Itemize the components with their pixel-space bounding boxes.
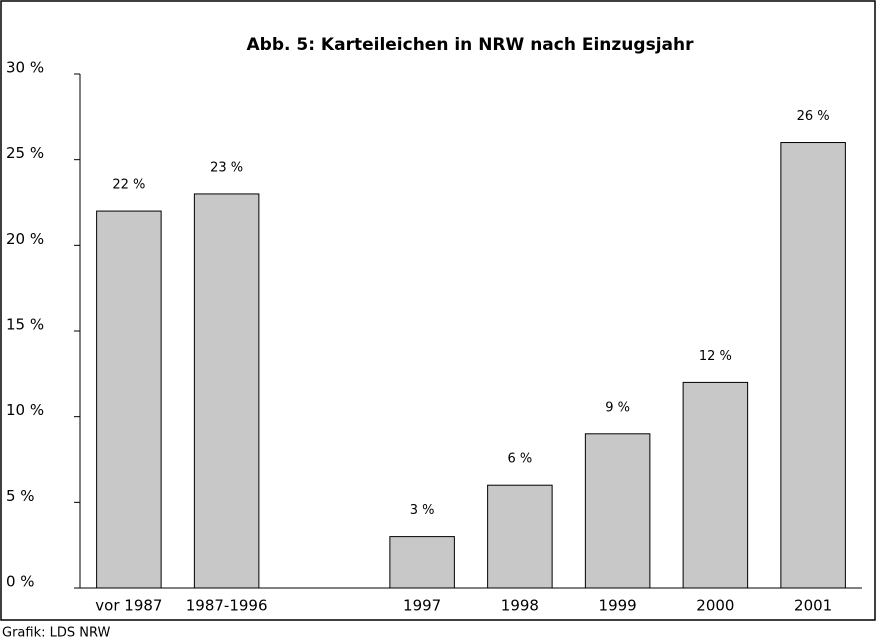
x-tick-label: 1998 (501, 597, 539, 615)
source: Grafik: LDS NRW (2, 626, 110, 641)
bar (780, 142, 846, 589)
y-tick-label: 20 % (6, 230, 44, 248)
data-label: 22 % (112, 178, 145, 193)
data-label: 3 % (410, 503, 435, 518)
data-label: 9 % (605, 400, 630, 415)
x-tick-label: 1987-1996 (186, 597, 268, 615)
x-tick-label: 1999 (599, 597, 637, 615)
y-tick-label: 30 % (6, 59, 44, 77)
x-tick-label: 2001 (794, 597, 832, 615)
y-tick-label: 10 % (6, 401, 44, 419)
bar (193, 193, 260, 589)
bar (487, 484, 553, 589)
data-label: 26 % (797, 109, 830, 124)
bar (389, 536, 455, 589)
y-tick-label: 0 % (6, 573, 35, 591)
data-label: 6 % (507, 452, 532, 467)
bar (584, 433, 651, 589)
data-label: 23 % (210, 160, 243, 175)
frame (0, 0, 876, 621)
chart-title: Abb. 5: Karteileichen in NRW nach Einzug… (247, 35, 695, 55)
x-tick-label: 1997 (403, 597, 441, 615)
data-label: 12 % (699, 349, 732, 364)
y-tick-label: 25 % (6, 144, 44, 162)
x-tick-label: 2000 (696, 597, 734, 615)
x-tick-label: vor 1987 (95, 597, 162, 615)
y-tick-label: 15 % (6, 316, 44, 334)
bar (682, 381, 749, 589)
y-tick-label: 5 % (6, 487, 35, 505)
bar (96, 210, 162, 589)
